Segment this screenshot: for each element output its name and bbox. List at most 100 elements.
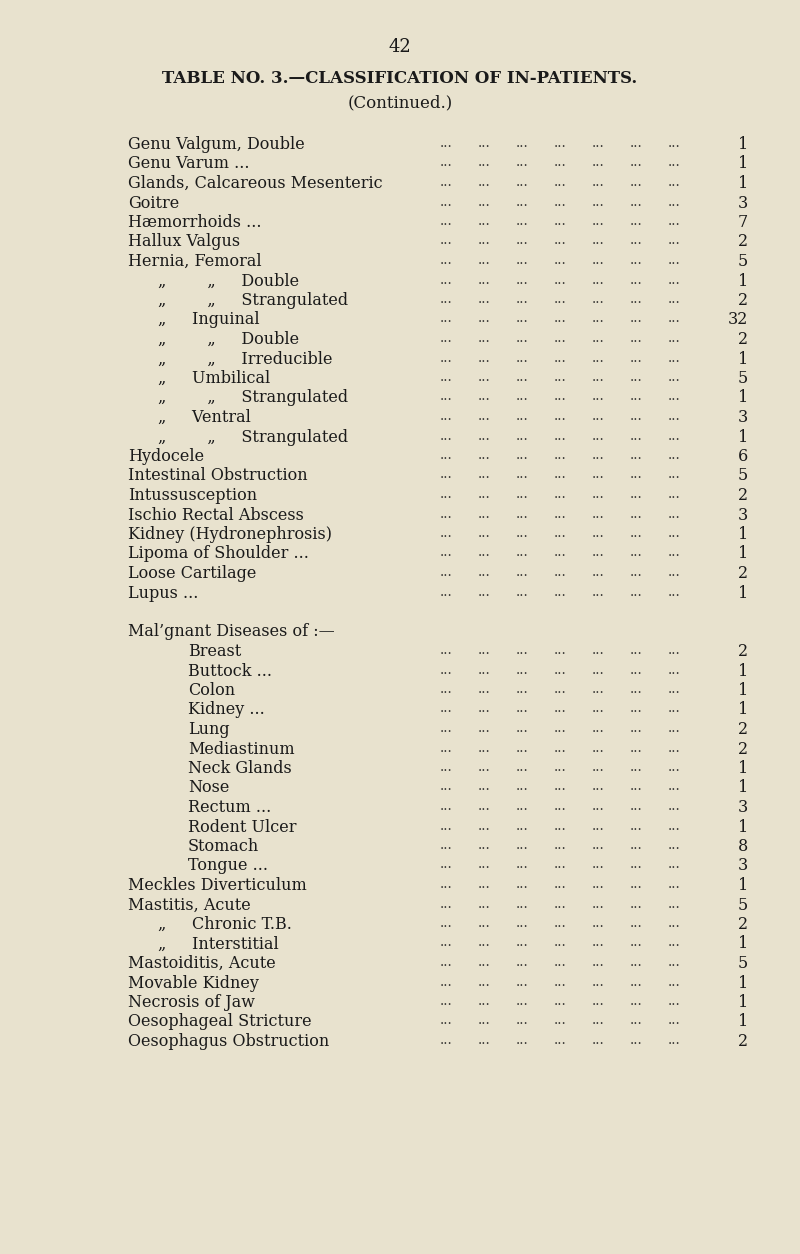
Text: ...: ... [554,155,566,169]
Text: ...: ... [630,760,642,774]
Text: Movable Kidney: Movable Kidney [128,974,259,992]
Text: ...: ... [478,292,490,306]
Text: 1: 1 [738,525,748,543]
Text: ...: ... [516,1013,529,1027]
Text: ...: ... [668,760,681,774]
Text: ...: ... [630,584,642,598]
Text: ...: ... [478,974,490,988]
Text: ...: ... [440,994,453,1008]
Text: ...: ... [554,525,566,540]
Text: ...: ... [630,915,642,930]
Text: ...: ... [554,935,566,949]
Text: ...: ... [630,935,642,949]
Text: ...: ... [516,877,529,892]
Text: 1: 1 [738,1013,748,1031]
Text: ...: ... [592,351,605,365]
Text: ...: ... [440,429,453,443]
Text: „        „     Strangulated: „ „ Strangulated [158,390,348,406]
Text: ...: ... [668,584,681,598]
Text: Hæmorrhoids ...: Hæmorrhoids ... [128,214,262,231]
Text: ...: ... [668,214,681,228]
Text: ...: ... [668,135,681,150]
Text: ...: ... [554,487,566,502]
Text: ...: ... [554,194,566,208]
Text: ...: ... [630,662,642,676]
Text: ...: ... [630,253,642,267]
Text: ...: ... [554,135,566,150]
Text: Lipoma of Shoulder ...: Lipoma of Shoulder ... [128,545,309,563]
Text: ...: ... [478,135,490,150]
Text: Genu Valgum, Double: Genu Valgum, Double [128,135,305,153]
Text: ...: ... [516,838,529,851]
Text: ...: ... [554,545,566,559]
Text: ...: ... [440,292,453,306]
Text: Lung: Lung [188,721,230,739]
Text: 1: 1 [738,974,748,992]
Text: ...: ... [668,956,681,969]
Text: Oesophagus Obstruction: Oesophagus Obstruction [128,1033,330,1050]
Text: ...: ... [478,760,490,774]
Text: ...: ... [668,915,681,930]
Text: 8: 8 [738,838,748,855]
Text: ...: ... [440,135,453,150]
Text: ...: ... [592,682,605,696]
Text: ...: ... [630,643,642,657]
Text: ...: ... [668,351,681,365]
Text: ...: ... [440,351,453,365]
Text: ...: ... [592,194,605,208]
Text: 2: 2 [738,741,748,757]
Text: Breast: Breast [188,643,242,660]
Text: ...: ... [440,448,453,461]
Text: ...: ... [516,643,529,657]
Text: ...: ... [554,507,566,520]
Text: ...: ... [440,409,453,423]
Text: ...: ... [554,176,566,189]
Text: ...: ... [668,390,681,404]
Text: 2: 2 [738,1033,748,1050]
Text: ...: ... [592,1013,605,1027]
Text: Mal’gnant Diseases of :—: Mal’gnant Diseases of :— [128,623,334,641]
Text: ...: ... [668,741,681,755]
Text: 3: 3 [738,507,748,523]
Text: Mediastinum: Mediastinum [188,741,294,757]
Text: „     Inguinal: „ Inguinal [158,311,260,329]
Text: ...: ... [516,721,529,735]
Text: ...: ... [478,915,490,930]
Text: ...: ... [592,974,605,988]
Text: ...: ... [668,799,681,813]
Text: ...: ... [554,956,566,969]
Text: ...: ... [554,838,566,851]
Text: ...: ... [668,429,681,443]
Text: ...: ... [668,1033,681,1047]
Text: Rodent Ulcer: Rodent Ulcer [188,819,297,835]
Text: ...: ... [478,507,490,520]
Text: ...: ... [516,915,529,930]
Text: ...: ... [440,545,453,559]
Text: Oesophageal Stricture: Oesophageal Stricture [128,1013,312,1031]
Text: ...: ... [592,799,605,813]
Text: ...: ... [668,721,681,735]
Text: ...: ... [668,155,681,169]
Text: ...: ... [668,272,681,286]
Text: 1: 1 [738,701,748,719]
Text: ...: ... [668,311,681,326]
Text: ...: ... [668,468,681,482]
Text: Hernia, Femoral: Hernia, Femoral [128,253,262,270]
Text: ...: ... [554,566,566,579]
Text: Kidney ...: Kidney ... [188,701,265,719]
Text: ...: ... [440,974,453,988]
Text: ...: ... [516,135,529,150]
Text: 2: 2 [738,233,748,251]
Text: ...: ... [440,468,453,482]
Text: ...: ... [478,351,490,365]
Text: ...: ... [592,390,605,404]
Text: ...: ... [668,448,681,461]
Text: ...: ... [516,741,529,755]
Text: TABLE NO. 3.—CLASSIFICATION OF IN-PATIENTS.: TABLE NO. 3.—CLASSIFICATION OF IN-PATIEN… [162,70,638,87]
Text: ...: ... [516,974,529,988]
Text: ...: ... [554,662,566,676]
Text: ...: ... [668,877,681,892]
Text: Kidney (Hydronephrosis): Kidney (Hydronephrosis) [128,525,332,543]
Text: ...: ... [478,1033,490,1047]
Text: ...: ... [592,819,605,833]
